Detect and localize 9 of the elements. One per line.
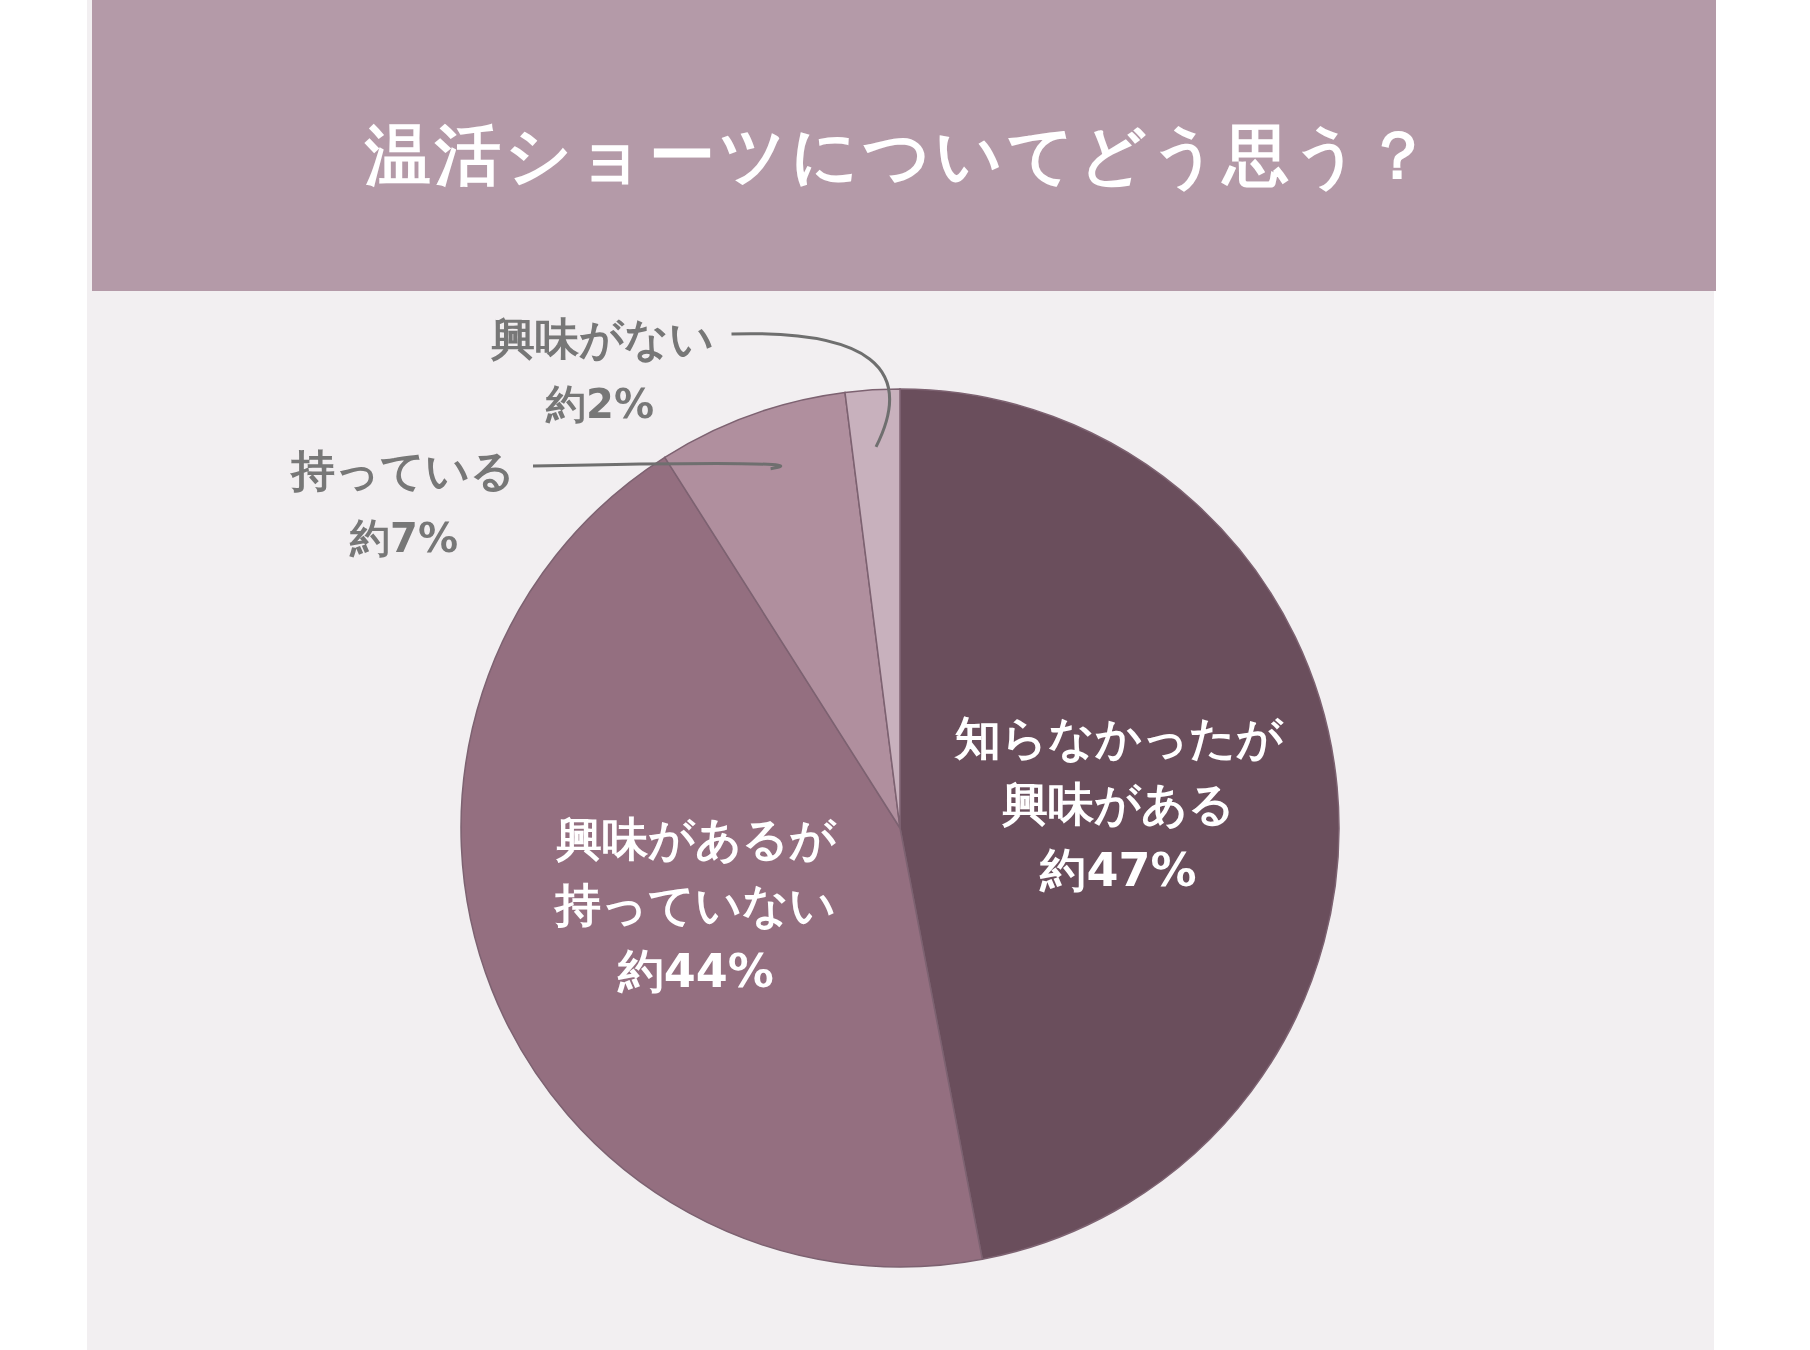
data-label: 約47% xyxy=(1039,842,1197,897)
chart-title: 温活ショーツについてどう思う？ xyxy=(364,117,1435,195)
slice-label: 興味があるが持っていない xyxy=(553,812,837,933)
data-label: 約44% xyxy=(616,944,774,999)
data-label: 約2% xyxy=(545,381,654,427)
slice-label: 持っている xyxy=(289,445,515,496)
slice-label: 興味がない xyxy=(489,313,714,364)
data-label: 約7% xyxy=(349,515,458,561)
slice-label: 知らなかったが興味がある xyxy=(953,710,1284,831)
